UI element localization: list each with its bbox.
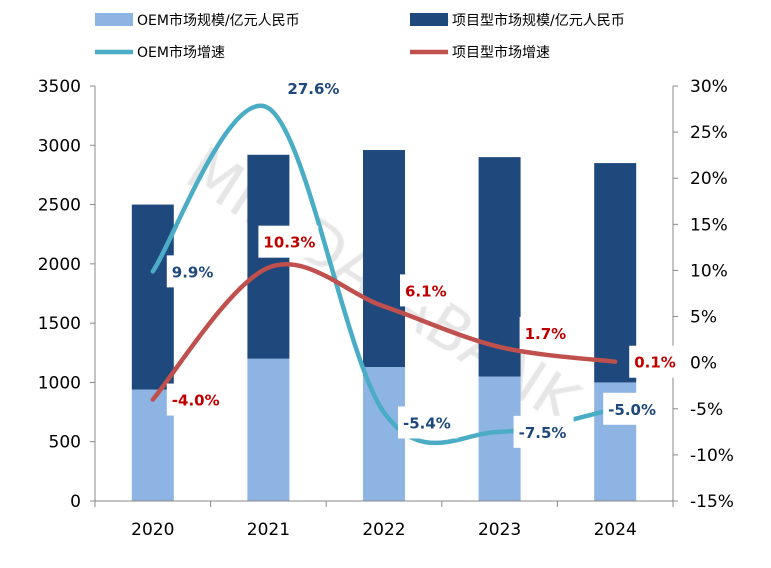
bar-project-2022 — [363, 150, 405, 368]
x-tick-label: 2023 — [478, 520, 521, 540]
bar-project-2020 — [131, 204, 174, 390]
data-label: 0.1% — [634, 354, 676, 372]
left-tick-label: 0 — [70, 492, 81, 512]
x-tick-label: 2020 — [131, 520, 174, 540]
legend-label: 项目型市场规模/亿元人民币 — [452, 12, 625, 29]
left-tick-label: 2000 — [38, 255, 81, 275]
data-label: 1.7% — [525, 325, 567, 343]
data-label-box — [629, 345, 680, 378]
right-tick-label: 10% — [690, 261, 728, 281]
data-label-box — [513, 415, 574, 448]
data-label: -5.4% — [403, 414, 451, 432]
left-tick-label: 3000 — [38, 136, 81, 156]
data-label: 6.1% — [405, 282, 447, 300]
data-label-box — [519, 316, 570, 349]
right-tick-label: 0% — [690, 354, 717, 374]
data-label: -5.0% — [608, 401, 656, 419]
data-label-box — [400, 274, 450, 307]
data-label: -7.5% — [519, 424, 567, 442]
x-tick-label: 2022 — [362, 520, 405, 540]
data-label-box — [166, 383, 227, 416]
bar-project-2023 — [478, 157, 521, 377]
left-tick-label: 1500 — [38, 314, 81, 334]
legend-swatch — [95, 13, 133, 26]
line-project-growth — [150, 261, 618, 402]
left-tick-label: 3500 — [38, 77, 81, 97]
data-label-box — [258, 225, 319, 258]
right-tick-label: -10% — [690, 446, 734, 466]
right-tick-label: 30% — [690, 77, 728, 97]
right-tick-label: 5% — [690, 308, 717, 328]
right-tick-label: 20% — [690, 169, 728, 189]
left-tick-label: 1000 — [38, 373, 81, 393]
legend-label: 项目型市场增速 — [452, 44, 550, 61]
legend-label: OEM市场增速 — [137, 44, 225, 61]
x-tick-label: 2024 — [594, 520, 637, 540]
data-label: 27.6% — [287, 80, 339, 98]
x-tick-label: 2021 — [247, 520, 290, 540]
right-tick-label: 25% — [690, 123, 728, 143]
data-label: 10.3% — [263, 234, 315, 252]
left-tick-label: 500 — [49, 433, 81, 453]
right-tick-label: -5% — [690, 400, 723, 420]
left-tick-label: 2500 — [38, 196, 81, 216]
right-tick-label: 15% — [690, 215, 728, 235]
legend-label: OEM市场规模/亿元人民币 — [137, 12, 300, 29]
data-label-box — [603, 392, 664, 425]
legend-swatch — [410, 13, 448, 26]
bar-oem-2021 — [247, 358, 290, 501]
data-label-box — [282, 72, 343, 105]
data-label: 9.9% — [172, 263, 214, 281]
data-label-box — [166, 255, 217, 288]
data-label: -4.0% — [172, 392, 220, 410]
right-tick-label: -15% — [690, 492, 734, 512]
data-label-box — [398, 406, 458, 439]
line-oem-growth — [150, 103, 618, 446]
